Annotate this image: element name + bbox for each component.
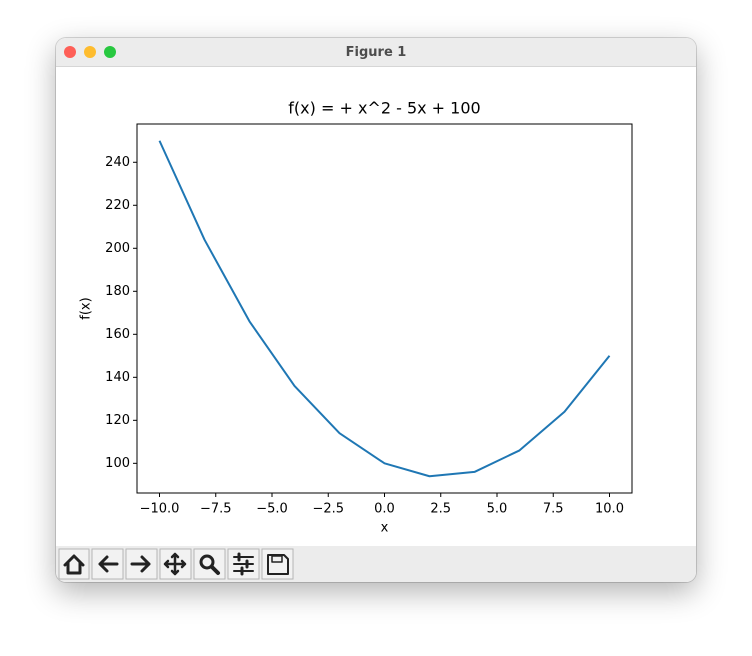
back-icon xyxy=(98,555,119,573)
save-icon-label xyxy=(271,555,283,563)
window: Figure 1 f(x) = + x^2 - 5x + 100 x f(x) −10… xyxy=(56,38,696,582)
x-tick-label: 5.0 xyxy=(487,502,508,517)
x-tick-label: 7.5 xyxy=(543,502,564,517)
x-tick-label: −2.5 xyxy=(312,502,344,517)
window-title: Figure 1 xyxy=(345,45,407,60)
zoom-rect-button[interactable] xyxy=(193,548,226,580)
x-tick-label: −5.0 xyxy=(256,502,288,517)
x-tick-label: 0.0 xyxy=(374,502,395,517)
pan-icon xyxy=(163,552,187,576)
y-tick-label: 240 xyxy=(105,155,130,170)
x-axis-label: x xyxy=(381,521,389,536)
x-tick-label: 10.0 xyxy=(595,502,624,517)
chart-title: f(x) = + x^2 - 5x + 100 xyxy=(288,99,480,118)
y-tick-label: 220 xyxy=(105,198,130,213)
plot-frame xyxy=(136,123,633,494)
close-button[interactable] xyxy=(64,46,76,58)
y-tick-label: 200 xyxy=(105,241,130,256)
zoom-icon-handle xyxy=(210,565,220,575)
zoom-button[interactable] xyxy=(104,46,116,58)
forward-icon xyxy=(130,555,151,573)
x-tick-label: −10.0 xyxy=(140,502,180,517)
toolbar xyxy=(56,546,696,582)
y-tick-label: 160 xyxy=(105,327,130,342)
x-tick-label: −7.5 xyxy=(200,502,232,517)
configure-knobs xyxy=(237,552,249,576)
minimize-button[interactable] xyxy=(84,46,96,58)
y-axis-label: f(x) xyxy=(79,297,94,319)
home-icon xyxy=(63,554,85,575)
save-icon xyxy=(267,554,289,575)
zoom-icon xyxy=(199,554,215,570)
y-tick-label: 180 xyxy=(105,284,130,299)
toolbar-icons xyxy=(58,548,294,580)
x-tick-label: 2.5 xyxy=(430,502,451,517)
data-line xyxy=(158,140,611,478)
chart: f(x) = + x^2 - 5x + 100 x f(x) −10.0 −7.5 −5.… xyxy=(79,99,633,536)
y-tick-label: 140 xyxy=(105,370,130,385)
title-bar: Figure 1 xyxy=(56,38,696,67)
y-tick-label: 120 xyxy=(105,413,130,428)
y-tick-label: 100 xyxy=(105,456,130,471)
